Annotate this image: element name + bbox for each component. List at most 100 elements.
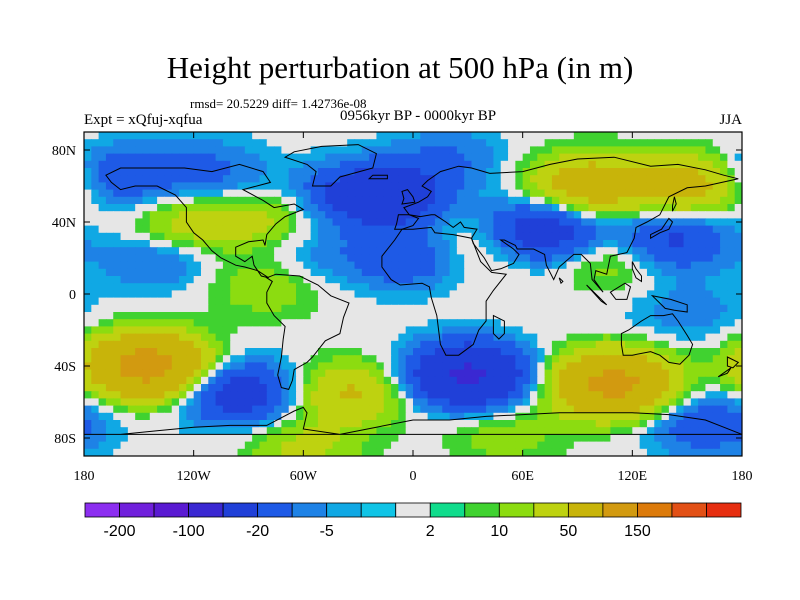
field-cell [179, 427, 187, 435]
field-cell [522, 412, 531, 421]
field-cell [339, 326, 348, 335]
field-cell [698, 225, 707, 234]
field-cell [508, 384, 516, 392]
field-cell [668, 182, 677, 191]
field-cell [537, 398, 546, 407]
field-cell [646, 304, 655, 313]
field-cell [420, 319, 429, 327]
field-cell [274, 376, 282, 385]
field-cell [537, 182, 546, 191]
field-cell [588, 240, 597, 248]
field-cell [113, 204, 122, 212]
field-cell [500, 304, 509, 313]
field-cell [237, 348, 246, 356]
field-cell [127, 420, 136, 428]
field-cell [84, 326, 92, 335]
field-cell [595, 391, 604, 399]
field-cell [464, 369, 473, 378]
field-cell [325, 160, 334, 169]
field-cell [332, 175, 341, 183]
field-cell [127, 232, 136, 241]
field-cell [493, 398, 502, 407]
field-cell [296, 268, 304, 277]
field-cell [105, 247, 114, 255]
field-cell [573, 412, 582, 421]
field-cell [727, 434, 736, 443]
field-cell [157, 276, 166, 284]
field-cell [573, 369, 582, 378]
field-cell [142, 276, 151, 284]
field-cell [281, 218, 290, 227]
field-cell [303, 405, 312, 414]
field-cell [581, 312, 590, 320]
field-cell [456, 168, 465, 176]
field-cell [237, 254, 246, 263]
field-cell [332, 189, 341, 198]
field-cell [551, 132, 560, 140]
field-cell [610, 189, 619, 198]
field-cell [347, 204, 356, 212]
field-cell [595, 297, 604, 306]
field-cell [332, 153, 341, 162]
field-cell [668, 225, 677, 234]
field-cell [405, 297, 414, 306]
field-cell [720, 405, 728, 414]
field-cell [712, 196, 721, 205]
field-cell [237, 283, 246, 291]
field-cell [347, 376, 356, 385]
field-cell [84, 405, 92, 414]
field-cell [654, 398, 663, 407]
field-cell [266, 168, 275, 176]
field-cell [632, 132, 641, 140]
field-cell [676, 297, 685, 306]
field-cell [105, 175, 114, 183]
field-cell [171, 376, 180, 385]
field-cell [237, 139, 246, 147]
field-cell [595, 276, 604, 284]
field-cell [91, 412, 100, 421]
field-cell [120, 268, 129, 277]
field-cell [588, 290, 597, 299]
field-cell [654, 175, 663, 183]
field-cell [537, 340, 546, 349]
field-cell [573, 168, 582, 176]
field-cell [274, 319, 282, 327]
field-cell [237, 196, 246, 205]
field-cell [427, 290, 436, 299]
field-cell [113, 276, 122, 284]
field-cell [646, 132, 655, 140]
field-cell [486, 427, 495, 435]
field-cell [610, 247, 619, 255]
field-cell [661, 448, 670, 456]
field-cell [244, 189, 253, 198]
field-cell [625, 427, 633, 435]
field-cell [486, 398, 495, 407]
field-cell [215, 333, 224, 342]
field-cell [230, 319, 239, 327]
field-cell [617, 204, 626, 212]
field-cell [113, 132, 122, 140]
field-cell [720, 434, 728, 443]
field-cell [420, 369, 429, 378]
field-cell [478, 369, 487, 378]
field-cell [456, 420, 465, 428]
field-cell [646, 290, 655, 299]
field-cell [588, 405, 597, 414]
field-cell [383, 283, 392, 291]
field-cell [120, 319, 129, 327]
field-cell [500, 160, 509, 169]
field-cell [551, 427, 560, 435]
field-cell [427, 427, 436, 435]
field-cell [105, 297, 114, 306]
field-cell [720, 333, 728, 342]
field-cell [127, 362, 136, 371]
field-cell [551, 139, 560, 147]
field-cell [442, 362, 451, 371]
field-cell [551, 218, 560, 227]
field-cell [200, 448, 209, 456]
field-cell [142, 139, 151, 147]
field-cell [442, 225, 451, 234]
field-cell [566, 276, 575, 284]
field-cell [296, 290, 304, 299]
field-cell [420, 132, 429, 140]
